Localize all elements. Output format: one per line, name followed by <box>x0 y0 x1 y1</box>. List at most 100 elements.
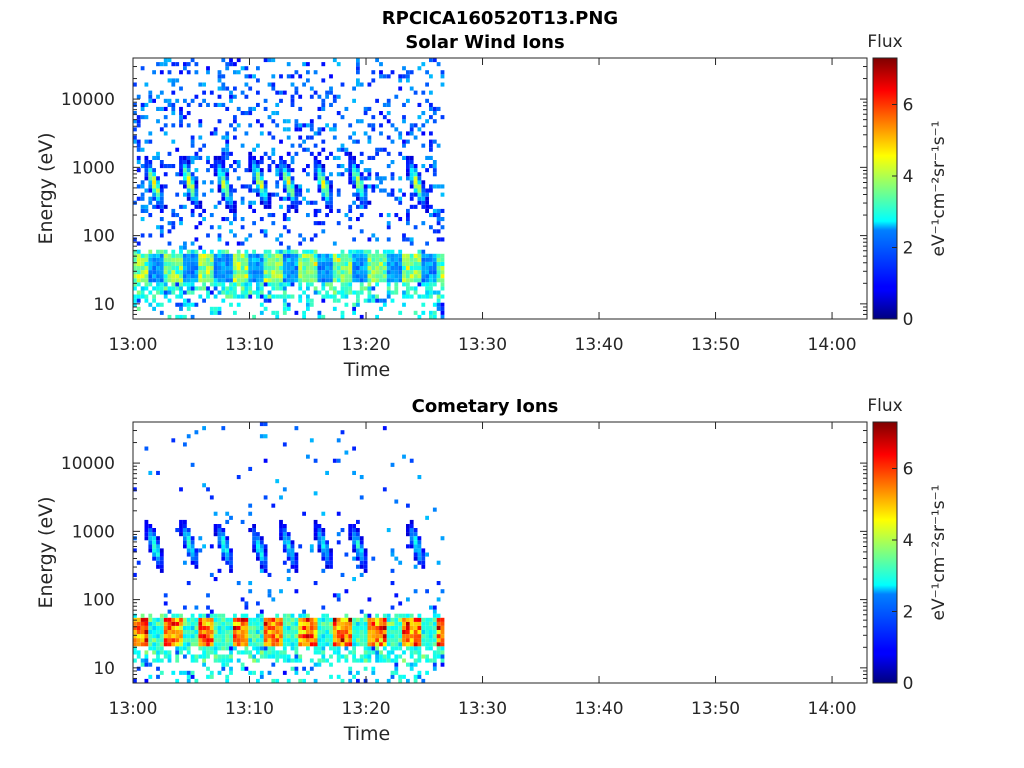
spectrogram-cell <box>163 270 168 275</box>
spectrogram-cell <box>417 127 422 132</box>
spectrogram-cell <box>325 294 329 299</box>
spectrogram-cell <box>136 143 141 148</box>
spectrogram-cell <box>225 658 230 663</box>
spectrogram-cell <box>259 630 264 635</box>
spectrogram-cell <box>286 151 291 156</box>
spectrogram-cell <box>256 78 260 83</box>
spectrogram-cell <box>413 290 418 295</box>
spectrogram-cell <box>186 621 191 626</box>
spectrogram-cell <box>148 266 153 271</box>
spectrogram-cell <box>282 253 287 258</box>
spectrogram-cell <box>382 658 387 663</box>
spectrogram-cell <box>244 646 249 651</box>
spectrogram-cell <box>394 621 399 626</box>
spectrogram-cell <box>267 131 272 136</box>
spectrogram-cell <box>325 90 329 95</box>
spectrogram-cell <box>217 119 222 124</box>
colorbar-tick-label: 6 <box>903 459 914 479</box>
spectrogram-cell <box>240 519 245 524</box>
spectrogram-cell <box>352 192 356 197</box>
spectrogram-cell <box>298 233 303 238</box>
spectrogram-cell <box>294 646 299 651</box>
spectrogram-cell <box>348 160 353 165</box>
spectrogram-cell <box>371 670 376 675</box>
spectrogram-cell <box>317 115 322 120</box>
spectrogram-cell <box>209 642 214 647</box>
spectrogram-cell <box>186 282 191 287</box>
spectrogram-cell <box>263 229 268 234</box>
spectrogram-cell <box>186 249 191 254</box>
spectrogram-cell <box>286 625 291 630</box>
spectrogram-cell <box>413 135 418 140</box>
spectrogram-cell <box>413 528 418 533</box>
spectrogram-cell <box>390 70 395 75</box>
spectrogram-cell <box>259 544 264 549</box>
spectrogram-cell <box>148 98 153 103</box>
spectrogram-cell <box>313 630 318 635</box>
spectrogram-cell <box>413 630 418 635</box>
spectrogram-cell <box>259 621 264 626</box>
spectrogram-cell <box>352 172 356 177</box>
spectrogram-cell <box>244 286 249 291</box>
spectrogram-cell <box>179 266 183 271</box>
spectrogram-cell <box>298 143 303 148</box>
spectrogram-cell <box>221 74 226 79</box>
spectrogram-cell <box>159 127 164 132</box>
spectrogram-cell <box>286 536 291 541</box>
spectrogram-cell <box>313 617 318 622</box>
spectrogram-cell <box>286 62 291 67</box>
spectrogram-cell <box>213 131 218 136</box>
spectrogram-cell <box>186 630 191 635</box>
spectrogram-cell <box>190 617 195 622</box>
spectrogram-cell <box>190 249 195 254</box>
spectrogram-cell <box>252 625 256 630</box>
spectrogram-cell <box>298 621 303 626</box>
spectrogram-cell <box>248 184 253 189</box>
spectrogram-cell <box>271 646 276 651</box>
spectrogram-cell <box>236 475 241 480</box>
spectrogram-cell <box>225 155 230 160</box>
spectrogram-cell <box>356 257 360 262</box>
spectrogram-cell <box>217 642 222 647</box>
spectrogram-cell <box>259 670 264 675</box>
spectrogram-cell <box>379 642 383 647</box>
spectrogram-cell <box>321 270 326 275</box>
spectrogram-cell <box>167 609 172 614</box>
spectrogram-cell <box>156 200 160 205</box>
spectrogram-cell <box>221 261 226 266</box>
spectrogram-cell <box>271 294 276 299</box>
spectrogram-cell <box>413 180 418 185</box>
spectrogram-cell <box>244 82 249 87</box>
spectrogram-cell <box>394 556 399 561</box>
x-tick-label: 13:10 <box>225 335 274 355</box>
spectrogram-cell <box>156 634 160 639</box>
spectrogram-cell <box>213 204 218 209</box>
spectrogram-cell <box>336 646 341 651</box>
spectrogram-cell <box>279 253 283 258</box>
spectrogram-cell <box>298 278 303 283</box>
spectrogram-cell <box>409 642 414 647</box>
spectrogram-cell <box>356 270 360 275</box>
spectrogram-cell <box>240 66 245 71</box>
spectrogram-cell <box>302 266 306 271</box>
spectrogram-cell <box>263 180 268 185</box>
spectrogram-cell <box>371 270 376 275</box>
spectrogram-cell <box>344 270 349 275</box>
spectrogram-cell <box>336 274 341 279</box>
spectrogram-cell <box>398 601 403 606</box>
spectrogram-cell <box>336 511 341 516</box>
spectrogram-cell <box>248 630 253 635</box>
spectrogram-cell <box>379 147 383 152</box>
spectrogram-cell <box>133 650 137 655</box>
colorbar-tick-label: 4 <box>903 167 914 187</box>
spectrogram-cell <box>321 282 326 287</box>
spectrogram-cell <box>171 111 176 116</box>
spectrogram-cell <box>186 253 191 258</box>
y-tick-label: 10 <box>93 295 115 315</box>
spectrogram-cell <box>194 552 199 557</box>
spectrogram-cell <box>256 617 260 622</box>
spectrogram-cell <box>436 617 441 622</box>
spectrogram-cell <box>356 540 360 545</box>
spectrogram-cell <box>329 630 333 635</box>
spectrogram-cell <box>259 253 264 258</box>
